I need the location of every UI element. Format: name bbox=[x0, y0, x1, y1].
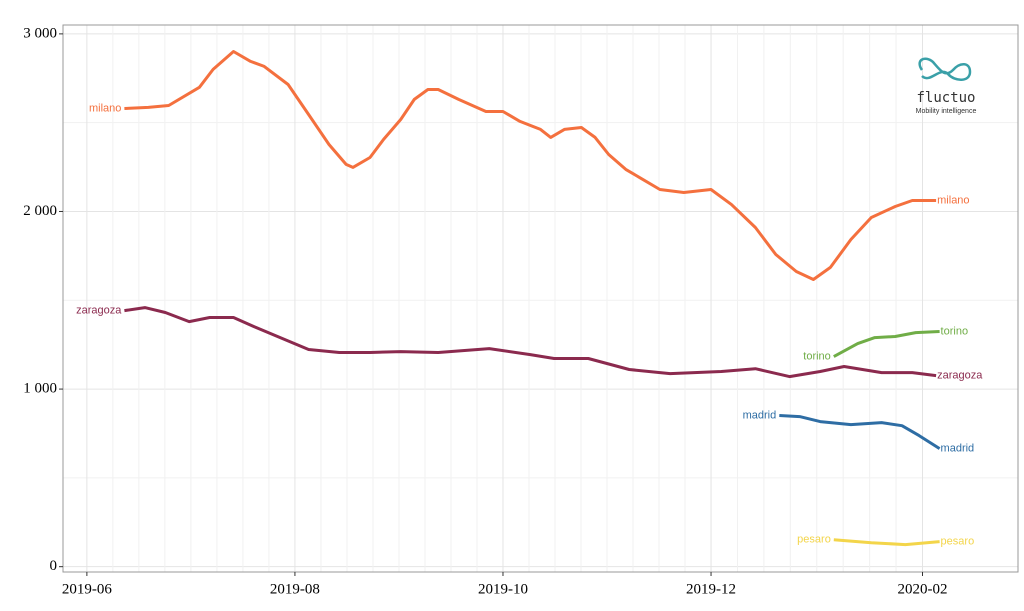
x-tick-label: 2019-10 bbox=[478, 581, 528, 597]
series-line bbox=[833, 538, 940, 547]
y-tick-label: 2 000 bbox=[23, 203, 57, 219]
series-start-label: madrid bbox=[743, 409, 777, 421]
logo-name: fluctuo bbox=[916, 90, 975, 106]
y-tick-label: 3 000 bbox=[23, 25, 57, 41]
x-tick-label: 2020-02 bbox=[898, 581, 948, 597]
grid bbox=[63, 25, 1018, 572]
series-end-label: zaragoza bbox=[937, 369, 983, 381]
series-line bbox=[779, 414, 941, 450]
y-tick-label: 1 000 bbox=[23, 381, 57, 397]
panel-border bbox=[62, 24, 1019, 573]
logo: fluctuo Mobility intelligence bbox=[916, 57, 977, 115]
logo-tagline: Mobility intelligence bbox=[916, 108, 977, 115]
series-end-label: madrid bbox=[941, 442, 975, 454]
series-start-label: zaragoza bbox=[76, 304, 122, 316]
x-tick-label: 2019-08 bbox=[270, 581, 320, 597]
series-end-label: milano bbox=[937, 194, 969, 206]
logo-icon bbox=[918, 57, 972, 81]
series-start-label: pesaro bbox=[797, 534, 831, 546]
series-line bbox=[833, 330, 940, 358]
series-line bbox=[124, 306, 937, 379]
x-tick-label: 2019-06 bbox=[62, 581, 112, 597]
series-end-label: pesaro bbox=[941, 536, 975, 548]
plot: 0 1 000 2 000 3 000 2019-06 2019-08 2019-10 201… bbox=[23, 25, 983, 597]
series-line bbox=[124, 50, 937, 281]
x-tick-label: 2019-12 bbox=[686, 581, 736, 597]
series-start-label: torino bbox=[803, 350, 831, 362]
series-start-label: milano bbox=[89, 102, 121, 114]
y-tick-label: 0 bbox=[50, 558, 58, 574]
series-end-label: torino bbox=[941, 325, 969, 337]
